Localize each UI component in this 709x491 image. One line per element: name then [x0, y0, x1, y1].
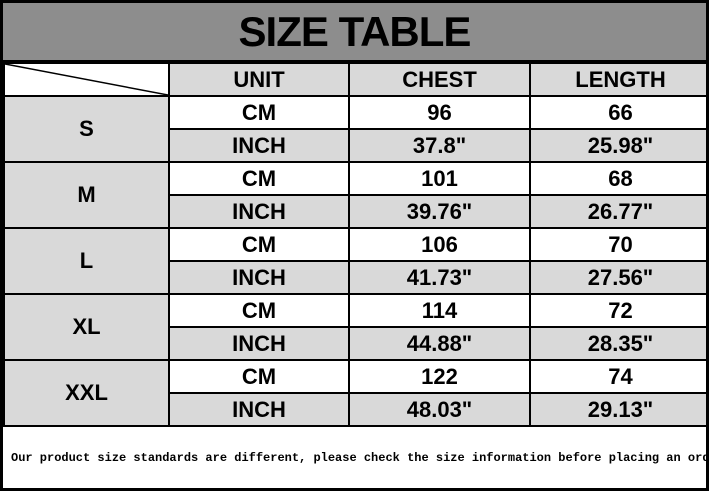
size-disclaimer-text: Our product size standards are different… — [11, 450, 709, 465]
chest-cm-value: 122 — [348, 359, 531, 394]
unit-cell: CM — [168, 359, 350, 394]
size-label-m: M — [3, 161, 170, 229]
chest-inch-value: 37.8" — [348, 128, 531, 163]
table-row: INCH 48.03" 29.13" — [4, 392, 706, 427]
header-row: UNIT CHEST LENGTH — [3, 62, 706, 97]
footer-note: Our product size standards are different… — [3, 427, 706, 488]
unit-cell: CM — [168, 161, 350, 196]
table-row: INCH 44.88" 28.35" — [4, 326, 706, 361]
chest-inch-value: 41.73" — [348, 260, 531, 295]
unit-cell: CM — [168, 293, 350, 328]
unit-cell: INCH — [168, 392, 350, 427]
diagonal-line-icon — [5, 64, 168, 95]
unit-cell: CM — [168, 95, 350, 130]
chest-cm-value: 114 — [348, 293, 531, 328]
length-cm-value: 74 — [529, 359, 706, 394]
size-label-s: S — [3, 95, 170, 163]
unit-cell: INCH — [168, 260, 350, 295]
table-row: INCH 39.76" 26.77" — [4, 194, 706, 229]
title-bar: SIZE TABLE — [3, 3, 706, 62]
table-row: INCH 37.8" 25.98" — [4, 128, 706, 163]
chest-cm-value: 101 — [348, 161, 531, 196]
unit-cell: CM — [168, 227, 350, 262]
unit-cell: INCH — [168, 326, 350, 361]
unit-cell: INCH — [168, 194, 350, 229]
length-inch-value: 29.13" — [529, 392, 706, 427]
column-header-unit: UNIT — [168, 62, 350, 97]
chest-inch-value: 39.76" — [348, 194, 531, 229]
length-cm-value: 66 — [529, 95, 706, 130]
chest-inch-value: 44.88" — [348, 326, 531, 361]
unit-cell: INCH — [168, 128, 350, 163]
table-row: XXL CM 122 74 — [3, 359, 706, 427]
column-header-chest: CHEST — [348, 62, 531, 97]
size-label-xxl: XXL — [3, 359, 170, 427]
length-inch-value: 27.56" — [529, 260, 706, 295]
corner-diagonal-cell — [3, 62, 170, 97]
size-label-l: L — [3, 227, 170, 295]
chest-inch-value: 48.03" — [348, 392, 531, 427]
page-title: SIZE TABLE — [238, 7, 472, 55]
table-row: XL CM 114 72 — [3, 293, 706, 361]
length-inch-value: 26.77" — [529, 194, 706, 229]
size-table: UNIT CHEST LENGTH S CM 96 66 INCH 37.8" … — [3, 62, 706, 427]
table-row: L CM 106 70 — [3, 227, 706, 295]
length-inch-value: 28.35" — [529, 326, 706, 361]
length-cm-value: 72 — [529, 293, 706, 328]
table-row: M CM 101 68 — [3, 161, 706, 229]
size-label-xl: XL — [3, 293, 170, 361]
table-row: S CM 96 66 — [3, 95, 706, 163]
column-header-length: LENGTH — [529, 62, 706, 97]
chest-cm-value: 96 — [348, 95, 531, 130]
table-row: INCH 41.73" 27.56" — [4, 260, 706, 295]
chest-cm-value: 106 — [348, 227, 531, 262]
length-inch-value: 25.98" — [529, 128, 706, 163]
length-cm-value: 70 — [529, 227, 706, 262]
length-cm-value: 68 — [529, 161, 706, 196]
